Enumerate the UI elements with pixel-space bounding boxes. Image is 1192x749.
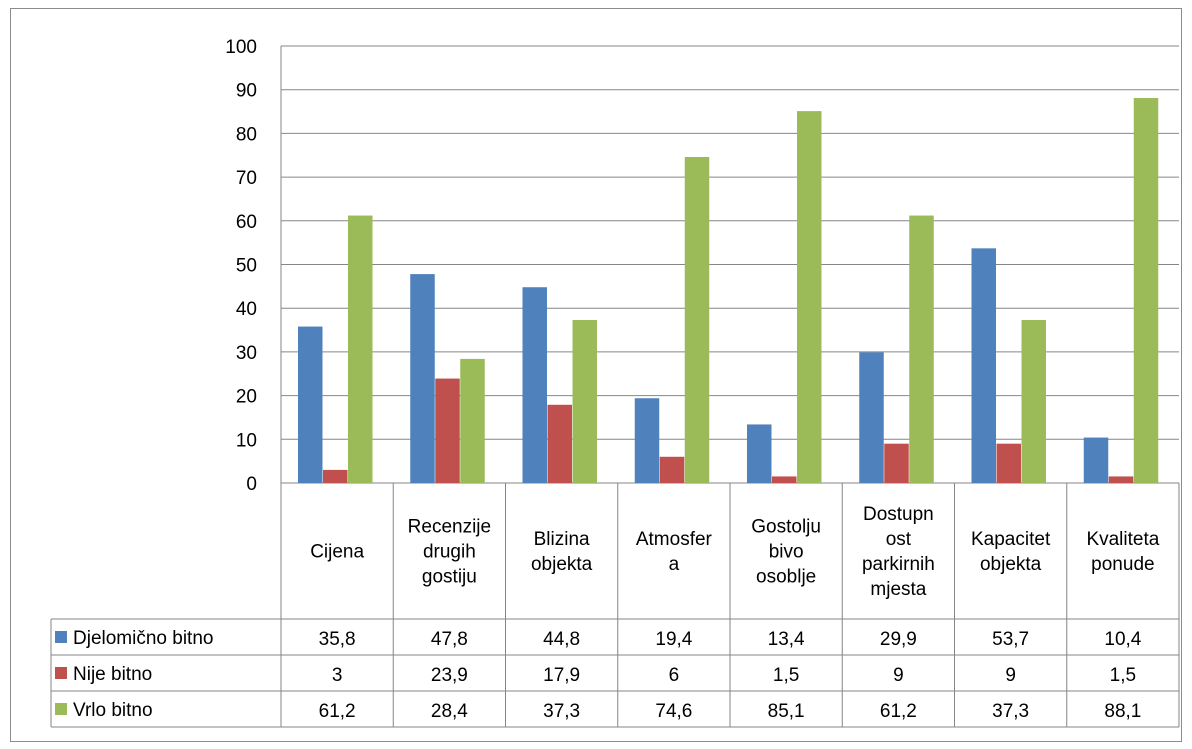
bar xyxy=(859,352,884,483)
data-table-cell: 9 xyxy=(893,665,904,686)
bar xyxy=(971,248,996,483)
data-table-cell: 35,8 xyxy=(319,629,356,650)
y-tick-label: 50 xyxy=(236,256,257,277)
bar xyxy=(1021,319,1046,483)
category-label: ost xyxy=(886,529,912,550)
category-label: Cijena xyxy=(310,541,364,562)
legend-swatch xyxy=(55,667,67,679)
bar xyxy=(772,476,797,483)
bar xyxy=(298,326,323,483)
data-table-cell: 28,4 xyxy=(431,701,468,722)
y-tick-label: 30 xyxy=(236,343,257,364)
category-label: Atmosfer xyxy=(636,529,713,550)
legend-swatch xyxy=(55,631,67,643)
bar xyxy=(323,469,348,483)
y-tick-label: 10 xyxy=(236,430,257,451)
data-table-cell: 61,2 xyxy=(880,701,917,722)
bar xyxy=(1108,476,1134,483)
data-table-cell: 19,4 xyxy=(655,629,692,650)
y-tick-label: 70 xyxy=(236,168,257,189)
category-label: Gostolju xyxy=(751,516,821,537)
bar xyxy=(460,358,485,483)
y-tick-label: 60 xyxy=(236,212,257,233)
category-label: bivo xyxy=(769,541,804,562)
data-table-cell: 61,2 xyxy=(319,701,356,722)
bar xyxy=(435,378,460,483)
bar xyxy=(884,443,909,483)
category-label: Blizina xyxy=(534,529,590,550)
category-label: objekta xyxy=(531,554,593,575)
y-tick-label: 90 xyxy=(236,81,257,102)
bar xyxy=(996,443,1021,483)
y-tick-label: 20 xyxy=(236,387,257,408)
data-table-cell: 74,6 xyxy=(655,701,692,722)
legend-label: Vrlo bitno xyxy=(73,700,153,721)
data-table-cell: 53,7 xyxy=(992,629,1029,650)
category-label: mjesta xyxy=(870,579,926,600)
category-label: osoblje xyxy=(756,566,816,587)
bar xyxy=(522,287,547,483)
y-tick-label: 40 xyxy=(236,299,257,320)
data-table-cell: 3 xyxy=(332,665,343,686)
bar xyxy=(572,319,597,483)
chart-frame: 0 10 20 30 40 50 60 70 80 90 100 Cijena Recenzije dru… xyxy=(10,8,1182,742)
category-label: gostiju xyxy=(422,566,477,587)
legend-label: Nije bitno xyxy=(73,664,152,685)
data-table-cell: 6 xyxy=(669,665,680,686)
bar xyxy=(634,398,660,483)
data-table-cell: 37,3 xyxy=(543,701,580,722)
data-table-cell: 37,3 xyxy=(992,701,1029,722)
legend-label: Djelomično bitno xyxy=(73,628,213,649)
category-label: ponude xyxy=(1091,554,1154,575)
category-label: drugih xyxy=(423,541,476,562)
bar xyxy=(684,156,710,484)
data-table-cell: 47,8 xyxy=(431,629,468,650)
data-table-cell: 85,1 xyxy=(768,701,805,722)
data-table-cell: 88,1 xyxy=(1104,701,1141,722)
bar xyxy=(410,274,435,483)
data-table-cell: 44,8 xyxy=(543,629,580,650)
data-table-cell: 1,5 xyxy=(1110,665,1136,686)
bar xyxy=(797,111,822,483)
category-label: Recenzije xyxy=(408,516,491,537)
data-table-cell: 17,9 xyxy=(543,665,580,686)
bar xyxy=(1133,98,1159,484)
category-label: a xyxy=(669,554,680,575)
data-table-cell: 29,9 xyxy=(880,629,917,650)
y-tick-label: 80 xyxy=(236,124,257,145)
bar xyxy=(348,215,373,483)
category-label: Dostupn xyxy=(863,504,934,525)
bar xyxy=(909,215,934,483)
legend-swatch xyxy=(55,703,67,715)
category-label: parkirnih xyxy=(862,554,935,575)
category-label: Kvaliteta xyxy=(1086,529,1159,550)
y-tick-label: 100 xyxy=(225,37,257,58)
y-tick-label: 0 xyxy=(246,474,257,495)
data-table-cell: 10,4 xyxy=(1104,629,1141,650)
data-table-cell: 1,5 xyxy=(773,665,799,686)
category-label: objekta xyxy=(980,554,1042,575)
category-label: Kapacitet xyxy=(971,529,1051,550)
data-table-cell: 9 xyxy=(1005,665,1016,686)
bar xyxy=(547,404,572,483)
bar xyxy=(1083,437,1109,483)
bar-chart-with-data-table: 0 10 20 30 40 50 60 70 80 90 100 Cijena Recenzije dru… xyxy=(50,37,1180,728)
data-table-cell: 13,4 xyxy=(768,629,805,650)
data-table-cell: 23,9 xyxy=(431,665,468,686)
bar xyxy=(747,424,772,483)
bar xyxy=(659,456,685,483)
